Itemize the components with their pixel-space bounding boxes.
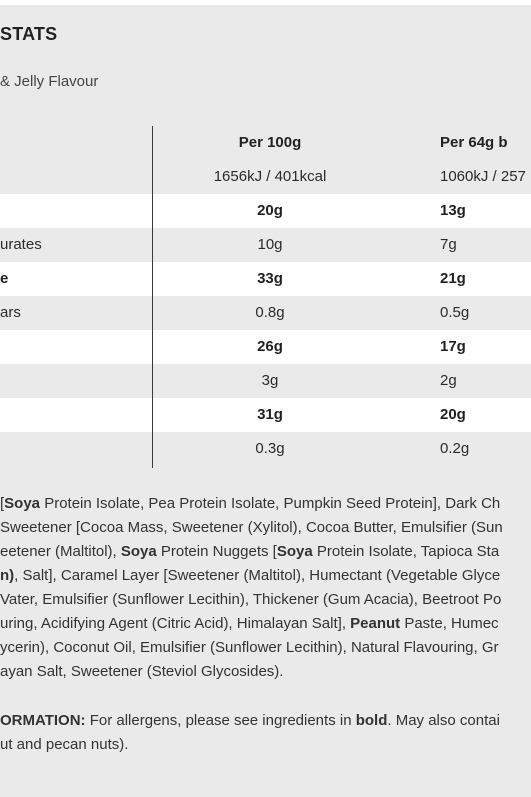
ingredients-line: eetener (Maltitol), Soya Protein Nuggets… bbox=[0, 540, 531, 564]
allergen-highlight: Peanut bbox=[350, 615, 401, 632]
value-per-100g: 3g bbox=[261, 372, 279, 389]
text-fragment: ut and pecan nuts). bbox=[0, 736, 129, 753]
table-row: 26g 17g bbox=[0, 330, 531, 364]
text-fragment: Protein Nuggets [ bbox=[156, 543, 277, 560]
table-row: urates 10g 7g bbox=[0, 228, 531, 262]
text-fragment: uring, Acidifying Agent (Citric Acid), H… bbox=[0, 615, 351, 632]
value-per-serving: 20g bbox=[440, 406, 466, 423]
flavour-subtitle: & Jelly Flavour bbox=[0, 73, 99, 90]
text-fragment: Protein Isolate, Pea Protein Isolate, Pu… bbox=[40, 495, 501, 512]
energy-per-100g: 1656kJ / 401kcal bbox=[213, 168, 327, 185]
row-label: e bbox=[0, 270, 9, 287]
table-row: 31g 20g bbox=[0, 398, 531, 432]
table-row: ars 0.8g 0.5g bbox=[0, 296, 531, 330]
bold-word: bold bbox=[355, 712, 388, 729]
ingredients-line: Sweetener [Cocoa Mass, Sweetener (Xylito… bbox=[0, 516, 531, 540]
allergy-information: ORMATION: For allergens, please see ingr… bbox=[0, 709, 531, 757]
ingredients-line: Vater, Emulsifier (Sunflower Lecithin), … bbox=[0, 588, 531, 612]
text-fragment: [ bbox=[0, 495, 5, 512]
value-per-100g: 26g bbox=[257, 338, 283, 355]
nutrition-table: Per 100g Per 64g b 1656kJ / 401kcal 1060… bbox=[0, 126, 531, 466]
table-row: 0.3g 0.2g bbox=[0, 432, 531, 466]
ingredients-line: n), Salt], Caramel Layer [Sweetener (Mal… bbox=[0, 564, 531, 588]
text-fragment: ayan Salt, Sweetener (Steviol Glycosides… bbox=[0, 663, 284, 680]
value-per-serving: 13g bbox=[440, 202, 466, 219]
column-header-per-100g: Per 100g bbox=[238, 134, 302, 151]
text-fragment: Vater, Emulsifier (Sunflower Lecithin), … bbox=[0, 591, 502, 608]
text-fragment: For allergens, please see ingredients in bbox=[85, 712, 356, 729]
table-column-divider bbox=[152, 126, 153, 468]
text-fragment: ycerin), Coconut Oil, Emulsifier (Sunflo… bbox=[0, 639, 499, 656]
allergen-highlight: Soya bbox=[120, 543, 157, 560]
text-fragment: eetener (Maltitol), bbox=[0, 543, 121, 560]
ingredients-line: [Soya Protein Isolate, Pea Protein Isola… bbox=[0, 492, 531, 516]
text-fragment: , Salt], Caramel Layer [Sweetener (Malti… bbox=[14, 567, 501, 584]
ingredients-line: uring, Acidifying Agent (Citric Acid), H… bbox=[0, 612, 531, 636]
value-per-serving: 7g bbox=[440, 236, 457, 253]
text-fragment: Sweetener [Cocoa Mass, Sweetener (Xylito… bbox=[0, 519, 503, 536]
ingredients-line: ycerin), Coconut Oil, Emulsifier (Sunflo… bbox=[0, 636, 531, 660]
text-fragment: . May also contai bbox=[387, 712, 500, 729]
column-header-per-serving: Per 64g b bbox=[440, 134, 508, 151]
table-row: 20g 13g bbox=[0, 194, 531, 228]
value-per-100g: 33g bbox=[257, 270, 283, 287]
allergen-highlight: n) bbox=[0, 567, 15, 584]
value-per-100g: 10g bbox=[257, 236, 283, 253]
value-per-serving: 17g bbox=[440, 338, 466, 355]
value-per-serving: 2g bbox=[440, 372, 457, 389]
allergen-highlight: Soya bbox=[276, 543, 313, 560]
value-per-serving: 0.2g bbox=[440, 440, 470, 457]
allergy-heading: ORMATION: bbox=[0, 712, 86, 729]
ingredients-line: ayan Salt, Sweetener (Steviol Glycosides… bbox=[0, 660, 531, 684]
value-per-serving: 21g bbox=[440, 270, 466, 287]
value-per-serving: 0.5g bbox=[440, 304, 470, 321]
row-label: urates bbox=[0, 236, 42, 253]
table-row: 3g 2g bbox=[0, 364, 531, 398]
allergen-highlight: Soya bbox=[4, 495, 41, 512]
text-fragment: Protein Isolate, Tapioca Sta bbox=[312, 543, 500, 560]
allergy-line: ORMATION: For allergens, please see ingr… bbox=[0, 709, 531, 733]
text-fragment: Paste, Humec bbox=[400, 615, 499, 632]
ingredients-text: [Soya Protein Isolate, Pea Protein Isola… bbox=[0, 492, 531, 684]
value-per-100g: 0.8g bbox=[255, 304, 285, 321]
allergy-line: ut and pecan nuts). bbox=[0, 733, 531, 757]
value-per-100g: 20g bbox=[257, 202, 283, 219]
table-row: e 33g 21g bbox=[0, 262, 531, 296]
row-label: ars bbox=[0, 304, 21, 321]
value-per-100g: 0.3g bbox=[255, 440, 285, 457]
value-per-100g: 31g bbox=[257, 406, 283, 423]
energy-row: 1656kJ / 401kcal 1060kJ / 257 bbox=[0, 160, 531, 194]
table-header-row: Per 100g Per 64g b bbox=[0, 126, 531, 160]
section-title: STATS bbox=[0, 24, 58, 44]
top-divider bbox=[0, 0, 531, 5]
energy-per-serving: 1060kJ / 257 bbox=[440, 168, 526, 185]
